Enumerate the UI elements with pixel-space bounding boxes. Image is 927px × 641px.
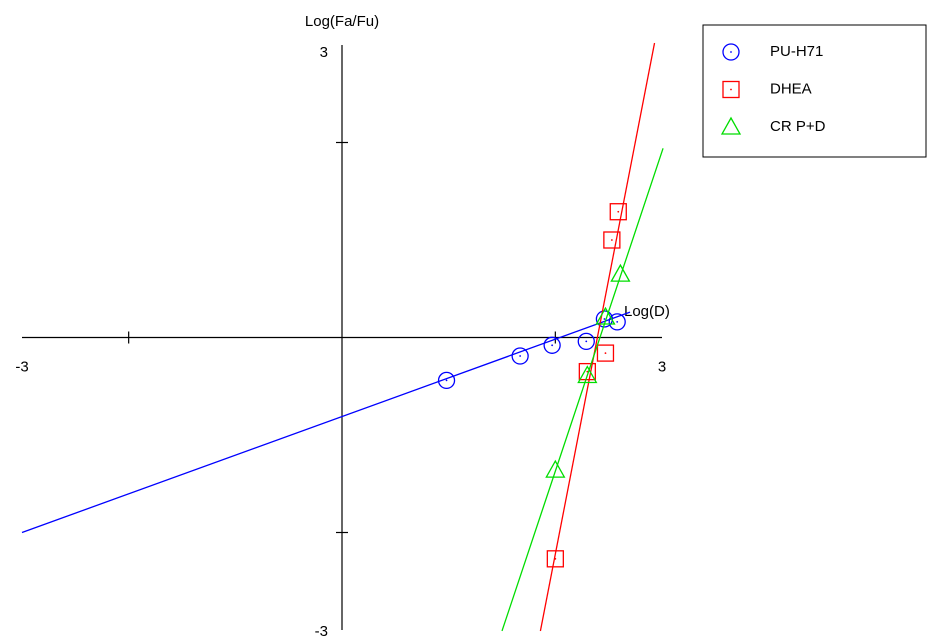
data-point-dot bbox=[617, 210, 620, 213]
data-point-dot bbox=[610, 239, 613, 241]
data-point bbox=[577, 332, 595, 351]
legend-label: CR P+D bbox=[770, 118, 826, 135]
x-tick-label: 3 bbox=[658, 358, 666, 375]
data-point bbox=[511, 347, 529, 365]
data-point bbox=[546, 550, 564, 568]
data-point bbox=[596, 344, 615, 362]
data-point bbox=[437, 371, 456, 390]
data-point bbox=[595, 306, 616, 325]
data-point bbox=[577, 365, 598, 384]
data-point-dot bbox=[603, 318, 606, 320]
data-point-dot bbox=[445, 379, 448, 382]
data-point-dot bbox=[604, 352, 607, 354]
legend-marker-dot bbox=[730, 51, 732, 53]
data-point bbox=[608, 313, 626, 331]
data-point bbox=[603, 231, 621, 249]
legend-label: DHEA bbox=[770, 80, 812, 97]
data-point-dot bbox=[616, 321, 619, 323]
legend-box bbox=[702, 24, 927, 158]
data-point-dot bbox=[585, 340, 588, 343]
legend-marker-dot bbox=[730, 88, 732, 91]
data-point-dot bbox=[554, 557, 557, 560]
data-point bbox=[545, 459, 566, 478]
legend-marker bbox=[722, 43, 740, 61]
y-axis-label: Log(Fa/Fu) bbox=[305, 13, 379, 30]
data-point-dot bbox=[519, 355, 522, 357]
fit-line bbox=[21, 311, 631, 534]
fit-line bbox=[539, 42, 656, 632]
data-point-dot bbox=[551, 344, 554, 347]
fit-line bbox=[501, 148, 664, 632]
y-tick-label: 3 bbox=[320, 44, 328, 61]
legend-marker bbox=[722, 80, 740, 99]
legend-marker bbox=[720, 116, 742, 135]
x-tick-label: -3 bbox=[15, 358, 28, 375]
x-axis-label: Log(D) bbox=[624, 303, 670, 320]
y-tick-label: -3 bbox=[315, 623, 328, 640]
data-point bbox=[610, 263, 631, 282]
data-point bbox=[609, 203, 627, 221]
legend-label: PU-H71 bbox=[770, 43, 823, 60]
data-point bbox=[543, 336, 561, 354]
data-point bbox=[578, 362, 596, 381]
